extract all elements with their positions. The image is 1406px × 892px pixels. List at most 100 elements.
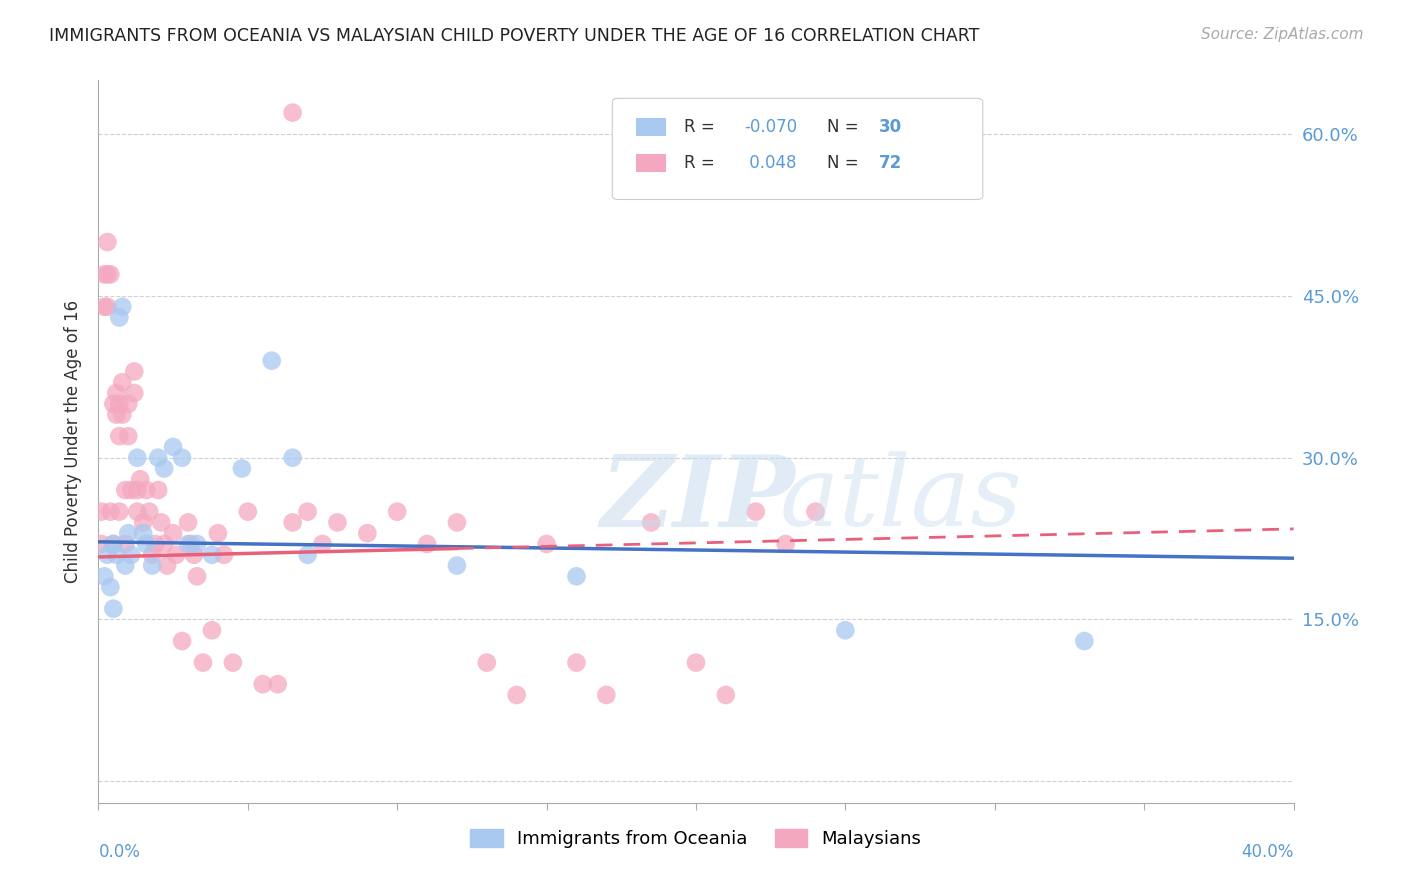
Point — [212, 548, 235, 562]
Text: atlas: atlas — [779, 451, 1022, 547]
Point — [281, 516, 304, 530]
Point — [222, 656, 245, 670]
Point — [177, 516, 200, 530]
Point — [148, 450, 170, 465]
Point — [117, 429, 139, 443]
Text: 0.0%: 0.0% — [98, 843, 141, 861]
Point — [231, 461, 253, 475]
Point — [297, 505, 319, 519]
Point — [385, 505, 409, 519]
Point — [595, 688, 617, 702]
Point — [506, 688, 529, 702]
Point — [114, 537, 136, 551]
Point — [207, 526, 229, 541]
Point — [148, 483, 170, 497]
Point — [186, 569, 208, 583]
Point — [108, 505, 131, 519]
Point — [143, 537, 166, 551]
Point — [150, 516, 173, 530]
Text: 40.0%: 40.0% — [1241, 843, 1294, 861]
Point — [201, 624, 224, 638]
Point — [191, 656, 214, 670]
Text: ZIP: ZIP — [600, 451, 796, 548]
FancyBboxPatch shape — [637, 119, 666, 136]
Point — [96, 300, 118, 314]
Point — [416, 537, 439, 551]
Point — [96, 548, 118, 562]
Point — [124, 386, 146, 401]
Point — [117, 397, 139, 411]
Point — [153, 461, 176, 475]
Point — [93, 268, 115, 282]
Point — [103, 537, 125, 551]
Point — [183, 548, 205, 562]
Point — [177, 537, 200, 551]
Point — [103, 601, 125, 615]
Point — [132, 526, 155, 541]
Point — [156, 558, 179, 573]
Point — [1073, 634, 1095, 648]
Point — [132, 516, 155, 530]
Text: IMMIGRANTS FROM OCEANIA VS MALAYSIAN CHILD POVERTY UNDER THE AGE OF 16 CORRELATI: IMMIGRANTS FROM OCEANIA VS MALAYSIAN CHI… — [49, 27, 980, 45]
Point — [186, 537, 208, 551]
Point — [108, 397, 131, 411]
Point — [565, 656, 588, 670]
Point — [475, 656, 498, 670]
Point — [114, 483, 136, 497]
Point — [281, 105, 304, 120]
Point — [172, 634, 194, 648]
Point — [90, 505, 112, 519]
Text: 0.048: 0.048 — [744, 154, 796, 172]
Point — [93, 300, 115, 314]
Point — [252, 677, 274, 691]
Point — [129, 472, 152, 486]
Point — [201, 548, 224, 562]
Text: 72: 72 — [879, 154, 903, 172]
Point — [96, 235, 118, 249]
Point — [356, 526, 378, 541]
Point — [120, 548, 142, 562]
Point — [93, 569, 115, 583]
Point — [804, 505, 827, 519]
Point — [90, 537, 112, 551]
Point — [103, 397, 125, 411]
Point — [98, 580, 122, 594]
Point — [98, 505, 122, 519]
Point — [135, 483, 157, 497]
Point — [117, 526, 139, 541]
Point — [834, 624, 856, 638]
Point — [775, 537, 797, 551]
Y-axis label: Child Poverty Under the Age of 16: Child Poverty Under the Age of 16 — [65, 300, 83, 583]
Text: Source: ZipAtlas.com: Source: ZipAtlas.com — [1201, 27, 1364, 42]
FancyBboxPatch shape — [637, 154, 666, 172]
Point — [120, 483, 142, 497]
Point — [105, 548, 128, 562]
Point — [153, 537, 176, 551]
Point — [108, 310, 131, 325]
Point — [685, 656, 707, 670]
Point — [165, 548, 187, 562]
Point — [138, 505, 160, 519]
Text: R =: R = — [685, 119, 720, 136]
Point — [162, 440, 184, 454]
Point — [108, 429, 131, 443]
Text: 30: 30 — [879, 119, 901, 136]
Point — [162, 526, 184, 541]
Point — [565, 569, 588, 583]
Point — [124, 364, 146, 378]
Point — [127, 505, 149, 519]
Point — [105, 386, 128, 401]
Point — [111, 376, 134, 390]
Point — [141, 558, 163, 573]
Text: N =: N = — [827, 119, 865, 136]
Point — [745, 505, 768, 519]
Point — [111, 300, 134, 314]
Point — [536, 537, 558, 551]
Point — [127, 483, 149, 497]
Point — [297, 548, 319, 562]
Point — [114, 558, 136, 573]
Point — [267, 677, 290, 691]
Point — [236, 505, 259, 519]
Point — [260, 353, 283, 368]
Point — [127, 450, 149, 465]
